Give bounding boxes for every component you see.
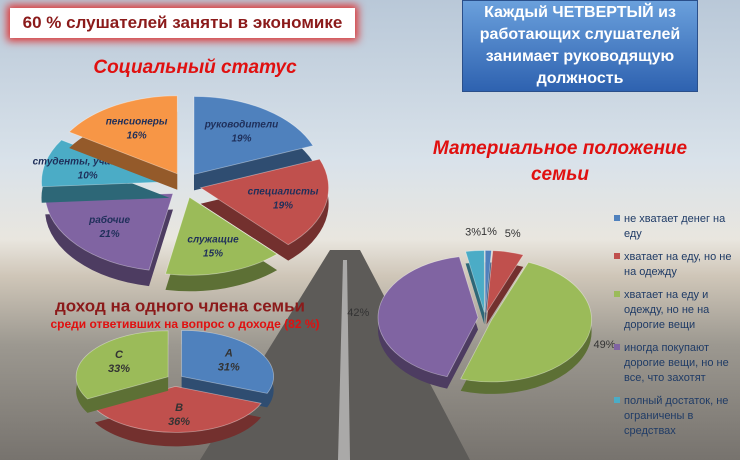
value-label: 36% [168,416,190,428]
category-label: пенсионеры [106,116,168,127]
chart-title: Социальный статус [93,57,297,78]
slice-top [68,95,178,175]
slice [41,139,170,203]
value-label: 16% [127,130,147,141]
category-label: служащие [187,234,239,245]
slice-top [486,250,524,313]
value-label: 31% [218,361,240,373]
legend-label: полный достаток, не ограничены в средств… [624,395,729,437]
legend-swatch [614,291,620,297]
category-label: А [224,347,233,359]
legend-entry: хватает на еду и одежду, но не на дороги… [614,288,740,333]
slice-top [377,256,479,378]
legend-label: хватает на еду и одежду, но не на дороги… [624,289,710,331]
slice-top [164,196,278,276]
slice [199,158,329,261]
category-label: С [115,349,124,361]
value-label: 21% [99,229,120,240]
slice [377,256,479,389]
value-label: 49% [593,339,615,351]
category-label: В [175,402,183,414]
slice-top [181,330,274,394]
slice [465,250,485,325]
value-label: 10% [78,171,98,182]
legend-swatch [614,215,620,221]
legend-entry: иногда покупают дорогие вещи, но не все,… [614,341,740,386]
value-label: 3% [465,226,481,238]
road-line [338,260,350,460]
legend-label: хватает на еду, но не на одежду [624,251,732,278]
category-label: рабочие [88,214,130,226]
slice-top [41,139,170,188]
legend-entry: не хватает денег на еду [614,212,740,242]
value-label: 1% [481,226,497,238]
category-label: студенты, учащиеся [33,157,143,168]
slice-top [75,330,169,400]
callout: Каждый ЧЕТВЕРТЫЙ из работающих слушателе… [462,0,698,92]
legend-swatch [614,397,620,403]
value-label: 15% [203,248,223,259]
value-label: 5% [505,228,521,240]
legend-label: не хватает денег на еду [624,213,726,240]
legend-entry: полный достаток, не ограничены в средств… [614,394,740,439]
slice-top [199,158,329,246]
value-label: 42% [347,307,369,319]
slice-top [460,261,592,383]
legend-label: иногда покупают дорогие вещи, но не все,… [624,342,729,384]
slice [68,95,178,190]
chart-title: доход на одного члена семьи [55,296,305,315]
slice-top [465,250,485,313]
slice [193,96,314,191]
chart-subtitle: среди ответивших на вопрос о доходе (82 … [50,317,319,331]
legend-swatch [614,344,620,350]
slice [75,330,169,413]
slice [486,250,524,325]
value-label: 33% [108,363,130,375]
category-label: специалисты [248,187,319,198]
slice [181,330,274,408]
category-label: руководители [204,119,279,130]
slice [164,196,278,292]
slice-top [484,250,492,313]
slice [460,261,592,394]
value-label: 19% [273,201,293,212]
value-label: 19% [231,133,251,144]
road [200,250,470,460]
legend-swatch [614,253,620,259]
chart-title: Материальное положение семьи [432,138,688,185]
slice-top [193,96,314,175]
legend-entry: хватает на еду, но не на одежду [614,250,740,280]
slice [484,250,492,325]
slice [44,193,174,287]
slice-top [44,193,174,271]
header: 60 % слушателей заняты в экономике [10,8,355,38]
